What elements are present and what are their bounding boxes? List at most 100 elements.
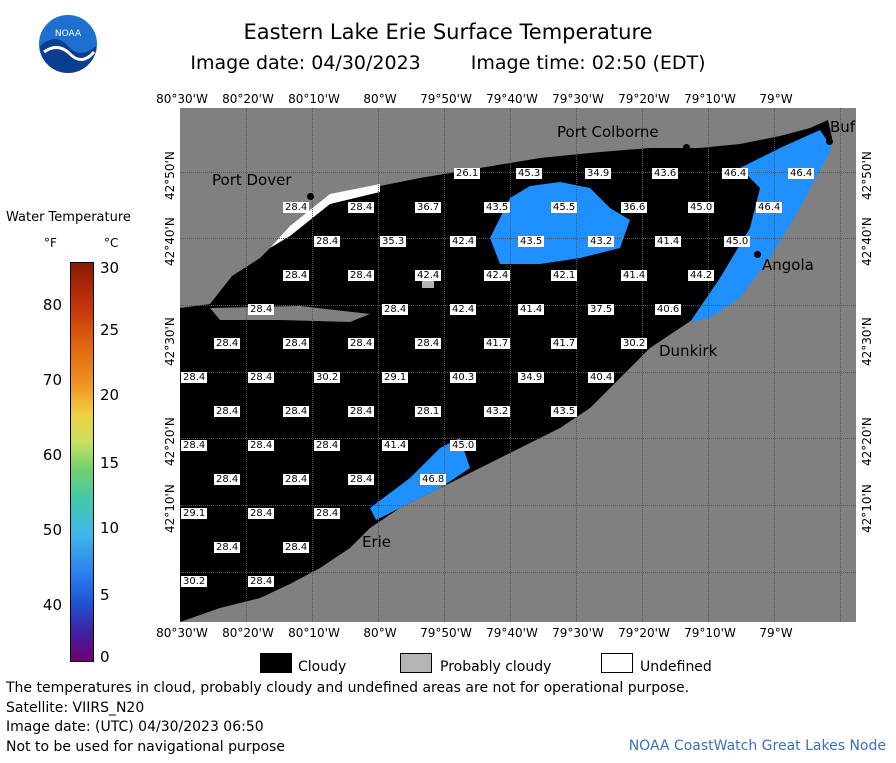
temperature-value: 30.2	[181, 576, 208, 587]
legend-c-tick: 30	[100, 259, 120, 277]
temperature-value: 43.6	[652, 168, 679, 179]
temperature-value: 28.4	[214, 542, 241, 553]
legend-c-tick: 10	[100, 519, 120, 537]
temperature-value: 45.3	[516, 168, 543, 179]
legend-swatch-probably-cloudy	[400, 653, 432, 673]
legend-c-tick: 20	[100, 386, 120, 404]
lat-label-left: 42°40'N	[163, 217, 177, 266]
city-dot-dunkirk	[651, 335, 658, 342]
temperature-value: 28.4	[248, 372, 275, 383]
city-dot-port-colborne	[683, 144, 690, 151]
temperature-value: 46.8	[420, 474, 447, 485]
city-dot-port-dover	[307, 193, 314, 200]
noaa-logo: NOAA	[36, 12, 100, 76]
credit-text: NOAA CoastWatch Great Lakes Node	[628, 738, 886, 754]
temperature-value: 28.4	[283, 270, 310, 281]
temperature-value: 40.3	[450, 372, 477, 383]
temperature-value: 34.9	[518, 372, 545, 383]
city-angola: Angola	[762, 256, 814, 274]
temperature-value: 42.4	[484, 270, 511, 281]
lon-label-top: 79°W	[759, 92, 793, 106]
lon-label-top: 79°20'W	[618, 92, 670, 106]
legend-c-tick: 15	[100, 454, 120, 472]
city-dot-buffalo	[826, 138, 833, 145]
temperature-value: 28.4	[248, 304, 275, 315]
lon-label-top: 79°50'W	[420, 92, 472, 106]
temperature-value: 42.4	[450, 236, 477, 247]
city-erie: Erie	[362, 533, 392, 551]
temperature-value: 45.0	[688, 202, 715, 213]
legend-label-undefined: Undefined	[640, 659, 712, 675]
temperature-value: 42.4	[450, 304, 477, 315]
satellite-text: Satellite: VIIRS_N20	[6, 700, 145, 716]
lon-label-bottom: 80°20'W	[222, 626, 274, 640]
temperature-value: 29.1	[382, 372, 409, 383]
lon-label-top: 80°10'W	[288, 92, 340, 106]
lon-label-bottom: 79°30'W	[552, 626, 604, 640]
grid-line-lon	[378, 108, 379, 622]
temperature-value: 41.7	[484, 338, 511, 349]
logo-text: NOAA	[55, 29, 82, 39]
lon-label-top: 79°30'W	[552, 92, 604, 106]
temperature-value: 28.4	[283, 542, 310, 553]
temperature-value: 46.4	[788, 168, 815, 179]
temperature-value: 28.4	[382, 304, 409, 315]
legend-label-probably-cloudy: Probably cloudy	[440, 659, 552, 675]
lon-label-bottom: 80°10'W	[288, 626, 340, 640]
temperature-value: 28.4	[348, 270, 375, 281]
lat-label-left: 42°50'N	[163, 151, 177, 200]
city-dunkirk: Dunkirk	[659, 342, 718, 360]
temperature-value: 28.4	[314, 440, 341, 451]
city-port-colborne: Port Colborne	[557, 123, 659, 141]
legend-swatch-cloudy	[260, 653, 292, 673]
legend-f-tick: 70	[42, 371, 62, 389]
temperature-value: 28.4	[348, 406, 375, 417]
city-dot-erie	[354, 528, 361, 535]
temperature-value: 28.1	[415, 406, 442, 417]
temperature-value: 41.4	[382, 440, 409, 451]
temperature-value: 42.1	[551, 270, 578, 281]
lat-label-left: 42°30'N	[163, 317, 177, 366]
lon-label-top: 80°30'W	[156, 92, 208, 106]
image-time: Image time: 02:50 (EDT)	[470, 52, 706, 74]
city-port-dover: Port Dover	[212, 171, 292, 189]
temperature-value: 35.3	[380, 236, 407, 247]
grid-line-lon	[708, 108, 709, 622]
temperature-value: 41.4	[655, 236, 682, 247]
temperature-value: 28.4	[283, 406, 310, 417]
legend-f-tick: 40	[42, 596, 62, 614]
color-scale-bar	[70, 262, 94, 662]
temperature-value: 43.5	[551, 406, 578, 417]
legend-c-tick: 25	[100, 321, 120, 339]
temperature-value: 29.1	[181, 508, 208, 519]
legend-label-cloudy: Cloudy	[298, 659, 347, 675]
temperature-value: 43.5	[518, 236, 545, 247]
temperature-value: 30.2	[314, 372, 341, 383]
temperature-value: 40.4	[588, 372, 615, 383]
lon-label-bottom: 79°W	[759, 626, 793, 640]
grid-line-lon	[774, 108, 775, 622]
lon-label-bottom: 79°20'W	[618, 626, 670, 640]
temperature-value: 30.2	[621, 338, 648, 349]
image-date: Image date: 04/30/2023	[190, 52, 421, 74]
lon-label-top: 79°10'W	[684, 92, 736, 106]
temperature-value: 36.7	[415, 202, 442, 213]
legend-title: Water Temperature	[6, 210, 131, 225]
temperature-value: 28.4	[248, 440, 275, 451]
temperature-value: 28.4	[214, 338, 241, 349]
lat-label-right: 42°50'N	[860, 151, 874, 200]
temperature-value: 28.4	[248, 508, 275, 519]
temperature-value: 28.4	[314, 508, 341, 519]
temperature-value: 37.5	[588, 304, 615, 315]
temperature-value: 28.4	[348, 202, 375, 213]
lat-label-left: 42°10'N	[163, 484, 177, 533]
temperature-value: 36.6	[621, 202, 648, 213]
grid-line-lat	[180, 505, 856, 506]
lat-label-right: 42°20'N	[860, 417, 874, 466]
temperature-value: 28.4	[314, 236, 341, 247]
temperature-value: 43.2	[588, 236, 615, 247]
grid-line-lon	[444, 108, 445, 622]
lon-label-top: 80°W	[363, 92, 397, 106]
grid-line-lon	[576, 108, 577, 622]
temperature-value: 28.4	[348, 474, 375, 485]
